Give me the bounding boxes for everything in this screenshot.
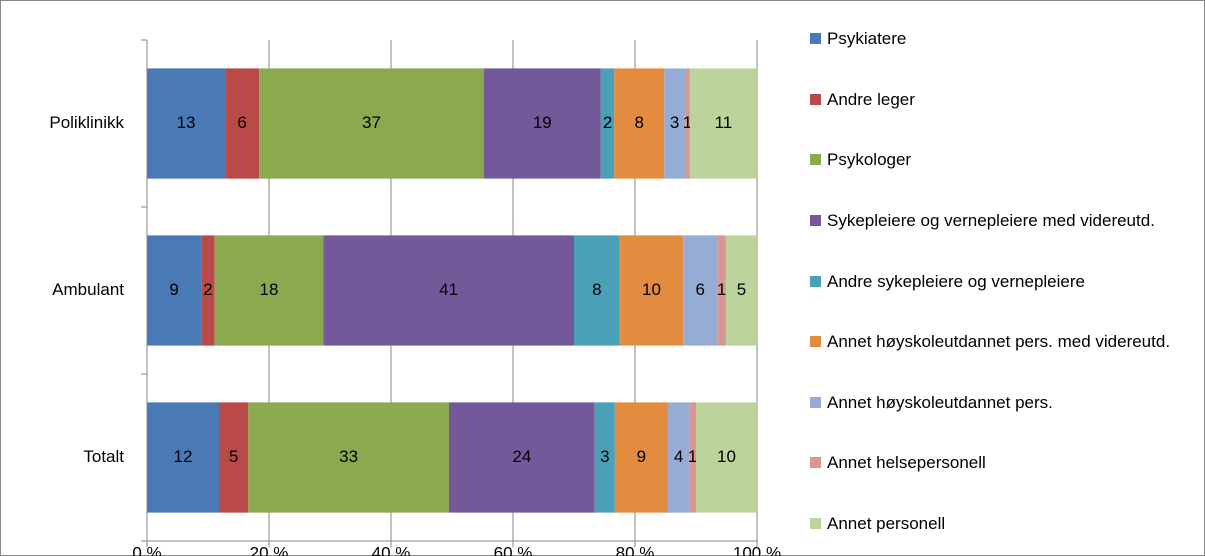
y-tick-label: Totalt (83, 447, 124, 466)
bar-segment (667, 402, 690, 513)
bar-segment (225, 68, 260, 179)
data-label: 24 (512, 447, 531, 466)
data-label: 4 (674, 447, 683, 466)
data-label: 12 (174, 447, 193, 466)
data-label: 1 (688, 447, 697, 466)
bar-segment (594, 402, 615, 513)
data-label: 6 (696, 280, 705, 299)
y-tick-label: Poliklinikk (49, 113, 124, 132)
data-label: 9 (169, 280, 178, 299)
legend-label: Andre leger (827, 89, 915, 109)
legend-marker (810, 93, 821, 105)
data-label: 13 (177, 113, 196, 132)
legend-marker (810, 336, 821, 348)
data-label: 3 (670, 113, 679, 132)
legend-label: Annet høyskoleutdannet pers. (827, 392, 1053, 412)
data-label: 2 (203, 280, 212, 299)
data-label: 5 (229, 447, 238, 466)
legend-marker (810, 457, 821, 469)
data-label: 5 (737, 280, 746, 299)
data-label: 11 (715, 113, 733, 132)
data-label: 10 (717, 447, 736, 466)
x-tick-label: 20 % (250, 543, 289, 556)
legend-label: Annet helsepersonell (827, 453, 986, 473)
data-label: 18 (260, 280, 279, 299)
bar-segment (619, 235, 684, 346)
bar-segment (614, 402, 668, 513)
bar-segment (689, 402, 696, 513)
bar-segment (574, 235, 620, 346)
data-label: 1 (683, 113, 692, 132)
x-tick-label: 0 % (132, 543, 161, 556)
bar-segment (147, 402, 219, 513)
legend-label: Andre sykepleiere og vernepleiere (827, 271, 1085, 291)
bar-segment (218, 402, 249, 513)
legend-marker (810, 33, 821, 44)
legend-marker (810, 275, 821, 287)
data-label: 9 (637, 447, 646, 466)
bar-segment (696, 402, 757, 513)
data-label: 6 (237, 113, 246, 132)
bar-segment (147, 68, 226, 179)
legend-label: Annet personell (827, 514, 946, 533)
y-tick-label: Ambulant (52, 280, 124, 299)
data-label: 10 (642, 280, 661, 299)
data-label: 3 (600, 447, 609, 466)
x-tick-label: 100 % (733, 543, 781, 556)
data-label: 1 (717, 280, 726, 299)
data-label: 2 (603, 113, 612, 132)
bar-segment (214, 235, 324, 346)
legend-label: Sykepleiere og vernepleiere med videreut… (827, 210, 1155, 230)
legend-marker (810, 214, 821, 226)
legend-label: Psykologer (827, 150, 912, 170)
bar-segment (600, 68, 615, 179)
bar-segment (683, 235, 718, 346)
bar-segment (323, 235, 574, 346)
legend-marker (810, 518, 821, 529)
bar-segment (717, 235, 726, 346)
legend-label: Annet høyskoleutdannet pers. med videreu… (827, 332, 1171, 352)
data-label: 37 (362, 113, 381, 132)
legend-label: Psykiatere (827, 29, 907, 48)
bar-segment (614, 68, 665, 179)
bar-segment (201, 235, 215, 346)
data-label: 41 (439, 280, 458, 299)
data-label: 19 (533, 113, 552, 132)
bar-segment (248, 402, 449, 513)
bar-segment (448, 402, 595, 513)
x-tick-label: 60 % (494, 543, 533, 556)
data-label: 8 (635, 113, 644, 132)
x-tick-label: 40 % (372, 543, 411, 556)
x-tick-label: 80 % (616, 543, 655, 556)
bar-segment (147, 235, 202, 346)
legend-marker (810, 396, 821, 408)
bar-segment (259, 68, 484, 179)
data-label: 33 (339, 447, 358, 466)
bar-segment (725, 235, 757, 346)
bar-segment (689, 68, 757, 179)
data-label: 8 (592, 280, 601, 299)
bar-segment (685, 68, 690, 179)
bar-segment (483, 68, 601, 179)
legend-marker (810, 154, 821, 166)
bar-segment (664, 68, 686, 179)
